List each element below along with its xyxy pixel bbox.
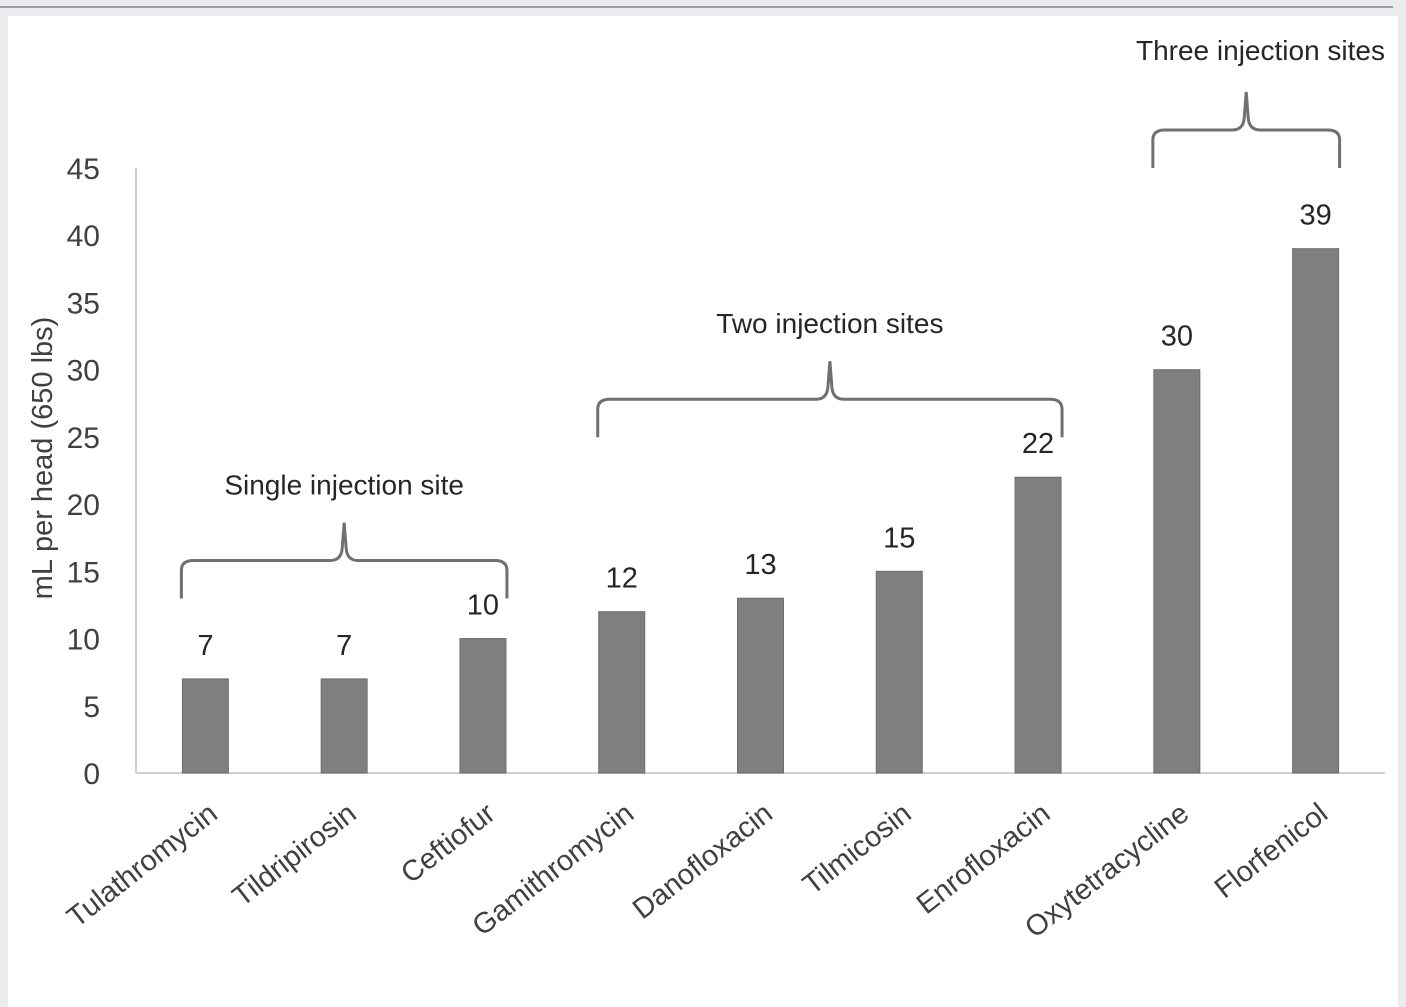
data-label: 30 bbox=[1161, 321, 1193, 353]
category-label: Enrofloxacin bbox=[911, 797, 1056, 920]
bar bbox=[1014, 476, 1062, 774]
data-label: 22 bbox=[1022, 428, 1054, 460]
y-tick-label: 40 bbox=[67, 220, 100, 253]
category-label: Florfenicol bbox=[1209, 797, 1334, 905]
bar bbox=[875, 570, 923, 774]
group-label: Two injection sites bbox=[716, 308, 943, 339]
y-tick-label: 20 bbox=[67, 489, 100, 522]
data-label: 7 bbox=[336, 630, 352, 662]
bar bbox=[459, 638, 507, 774]
data-label: 13 bbox=[744, 549, 776, 581]
group-label: Single injection site bbox=[224, 470, 464, 501]
y-tick-label: 0 bbox=[83, 758, 100, 791]
data-label: 10 bbox=[467, 590, 499, 622]
bar bbox=[598, 611, 646, 774]
bar bbox=[1292, 248, 1340, 774]
y-tick-label: 30 bbox=[67, 355, 100, 388]
y-tick-label: 35 bbox=[67, 287, 100, 320]
data-label: 39 bbox=[1299, 200, 1331, 232]
y-tick-label: 10 bbox=[67, 624, 100, 657]
category-label: Ceftiofur bbox=[395, 797, 501, 890]
top-rule bbox=[0, 6, 1393, 8]
data-label: 15 bbox=[883, 522, 915, 554]
y-axis: 0 5 10 15 20 25 30 35 40 45 bbox=[67, 153, 137, 791]
y-tick-label: 15 bbox=[67, 556, 100, 589]
group-annotations: Single injection site Two injection sites… bbox=[179, 35, 1385, 599]
group-brace bbox=[1151, 91, 1342, 168]
value-labels: 7 7 10 12 13 15 22 30 39 bbox=[197, 200, 1331, 662]
data-label: 12 bbox=[606, 563, 638, 595]
group-brace bbox=[179, 522, 509, 599]
data-label: 7 bbox=[197, 630, 213, 662]
bar bbox=[320, 678, 368, 774]
category-label: Tulathromycin bbox=[61, 797, 223, 934]
bar bbox=[1153, 369, 1201, 774]
y-tick-label: 5 bbox=[83, 691, 100, 724]
bars bbox=[181, 248, 1340, 774]
y-axis-label: mL per head (650 lbs) bbox=[27, 317, 59, 600]
category-label: Tilmicosin bbox=[797, 797, 917, 901]
category-label: Tildripirosin bbox=[227, 797, 363, 913]
bar bbox=[181, 678, 229, 774]
y-tick-label: 45 bbox=[67, 153, 100, 186]
group-label: Three injection sites bbox=[1136, 35, 1385, 66]
y-tick-label: 25 bbox=[67, 422, 100, 455]
category-label: Danofloxacin bbox=[627, 797, 779, 925]
category-labels: Tulathromycin Tildripirosin CeftiofurGamit… bbox=[61, 797, 1334, 944]
bar bbox=[737, 597, 784, 774]
group-brace bbox=[596, 361, 1064, 438]
